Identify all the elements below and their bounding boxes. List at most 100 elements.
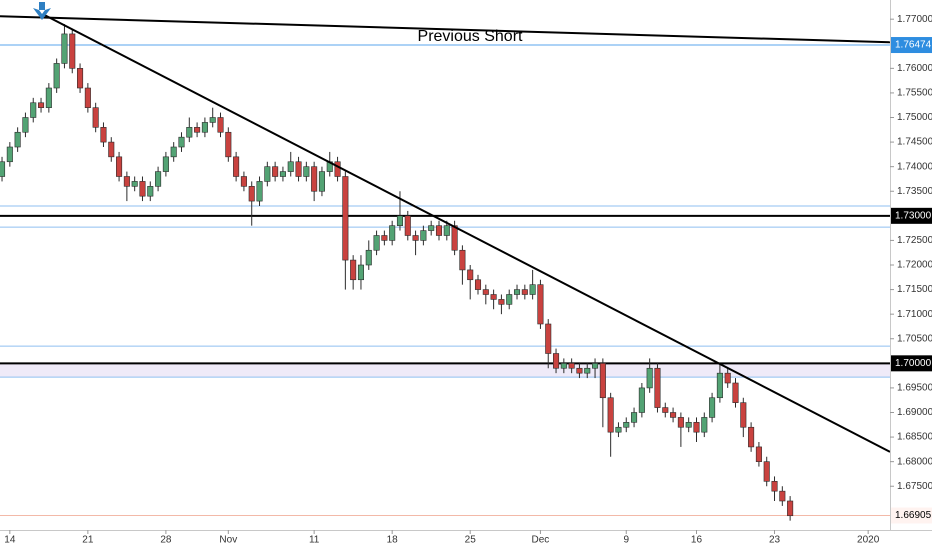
candle-body: [45, 87, 52, 108]
candle-body: [123, 176, 130, 187]
candle-body: [724, 372, 731, 384]
candle-body: [599, 363, 606, 399]
candle-body: [84, 87, 91, 108]
candle-body: [139, 181, 146, 197]
candle-body: [61, 33, 68, 64]
y-tick-label: 1.73500: [897, 186, 932, 197]
candle-body: [162, 156, 169, 172]
candle-body: [716, 372, 723, 399]
candle-body: [467, 269, 474, 281]
candle-body: [233, 156, 240, 177]
price-label: 1.76474: [895, 40, 932, 51]
price-label-box: [891, 207, 932, 224]
price-label: 1.73000: [895, 210, 932, 221]
candle-body: [771, 481, 778, 492]
y-tick-label: 1.76000: [897, 63, 932, 74]
candle-body: [779, 490, 786, 502]
candle-body: [537, 284, 544, 325]
candle-body: [428, 225, 435, 231]
x-tick-label: 23: [769, 535, 781, 546]
x-tick-label: 16: [691, 535, 703, 546]
candle-body: [248, 186, 255, 202]
candle-body: [373, 235, 380, 251]
candle-body: [14, 131, 21, 148]
candle-body: [443, 225, 450, 236]
y-tick-label: 1.71000: [897, 309, 932, 320]
candle-body: [459, 249, 466, 271]
price-label: 1.70000: [895, 358, 932, 369]
candle-body: [662, 407, 669, 413]
candle-body: [225, 131, 232, 158]
candle-body: [6, 146, 13, 163]
candle-body: [381, 235, 388, 241]
y-tick-label: 1.72000: [897, 260, 932, 271]
candle-body: [264, 166, 271, 182]
candle-body: [53, 63, 60, 89]
candle-body: [357, 264, 364, 281]
y-tick-label: 1.70500: [897, 333, 932, 344]
candle-body: [435, 225, 443, 236]
candle-body: [521, 289, 528, 295]
trendline: [44, 14, 891, 453]
candle-body: [194, 127, 201, 133]
x-tick-label: 2020: [857, 535, 880, 546]
candle-body: [631, 412, 638, 423]
candle-body: [116, 156, 123, 177]
candle-body: [787, 500, 794, 517]
candle-body: [201, 122, 208, 133]
price-label-box: [891, 37, 932, 54]
candle-body: [748, 426, 755, 448]
candle-body: [38, 102, 45, 108]
x-tick-label: 11: [309, 535, 320, 546]
candle-body: [607, 397, 614, 433]
candle-body: [755, 446, 762, 462]
candle-body: [592, 363, 599, 369]
y-tick-label: 1.69500: [897, 383, 932, 394]
x-tick-label: 28: [160, 535, 172, 546]
y-tick-label: 1.67500: [897, 481, 932, 492]
price-label-box: [891, 355, 932, 372]
candle-body: [545, 323, 552, 354]
candle-body: [100, 127, 107, 143]
y-tick-label: 1.72500: [897, 235, 932, 246]
y-tick-label: 1.77000: [897, 14, 932, 25]
candle-body: [108, 141, 115, 158]
x-tick-label: Dec: [532, 535, 550, 546]
candle-body: [709, 397, 716, 418]
candle-body: [334, 161, 341, 177]
y-tick-label: 1.71500: [897, 284, 932, 295]
candle-body: [147, 186, 154, 197]
candle-body: [553, 353, 560, 369]
candle-body: [646, 367, 653, 389]
x-tick-label: 21: [82, 535, 94, 546]
x-tick-label: 14: [4, 535, 16, 546]
candle-body: [670, 412, 677, 418]
candle-body: [295, 161, 302, 177]
candle-body: [701, 417, 708, 433]
candle-body: [638, 387, 645, 413]
x-tick-label: 18: [387, 535, 399, 546]
annotation: Previous Short: [418, 28, 523, 45]
price-label-box: [891, 507, 932, 524]
y-tick-label: 1.68000: [897, 456, 932, 467]
candle-body: [389, 225, 396, 241]
candle-body: [209, 117, 216, 123]
candle-body: [170, 146, 177, 158]
candle-body: [685, 422, 692, 428]
arrow-icon: [33, 2, 51, 20]
candle-body: [677, 417, 684, 428]
y-tick-label: 1.68500: [897, 432, 932, 443]
candle-body: [404, 215, 411, 236]
candle-body: [303, 166, 310, 177]
candle-body: [560, 363, 567, 369]
candle-body: [178, 136, 185, 148]
candle-body: [654, 367, 661, 408]
y-tick-label: 1.69000: [897, 407, 932, 418]
candle-body: [318, 171, 325, 192]
candle-body: [77, 68, 84, 89]
candle-body: [92, 107, 99, 128]
y-tick-label: 1.74000: [897, 161, 932, 172]
